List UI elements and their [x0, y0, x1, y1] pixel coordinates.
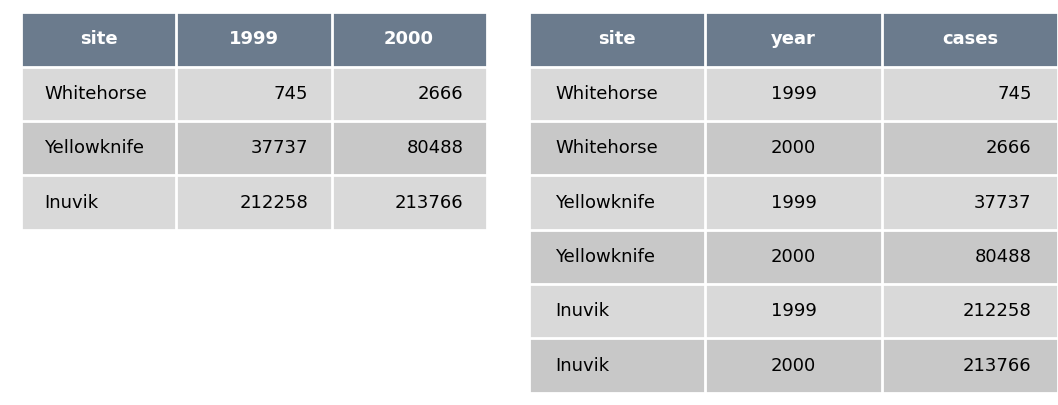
Text: 1999: 1999	[770, 302, 817, 320]
Text: cases: cases	[942, 30, 998, 48]
Bar	[706, 12, 881, 66]
Bar	[529, 339, 706, 393]
Text: Yellowknife: Yellowknife	[555, 194, 656, 211]
Bar	[881, 230, 1058, 284]
Bar	[706, 66, 881, 121]
Text: 37737: 37737	[974, 194, 1032, 211]
Text: 2000: 2000	[771, 248, 816, 266]
Bar	[21, 121, 177, 175]
Bar	[706, 230, 881, 284]
Text: year: year	[771, 30, 816, 48]
Text: Whitehorse: Whitehorse	[44, 85, 147, 103]
Bar	[529, 230, 706, 284]
Bar	[881, 66, 1058, 121]
Text: Inuvik: Inuvik	[44, 194, 98, 211]
Text: 2000: 2000	[384, 30, 434, 48]
Bar	[529, 284, 706, 339]
Text: 213766: 213766	[395, 194, 463, 211]
Bar	[177, 175, 331, 230]
Bar	[706, 339, 881, 393]
Bar	[529, 121, 706, 175]
Text: 1999: 1999	[229, 30, 279, 48]
Bar	[529, 12, 706, 66]
Bar	[331, 121, 487, 175]
Bar	[177, 12, 331, 66]
Bar	[331, 66, 487, 121]
Text: 1999: 1999	[770, 194, 817, 211]
Bar	[529, 66, 706, 121]
Bar	[331, 12, 487, 66]
Text: 2000: 2000	[771, 357, 816, 375]
Bar	[706, 121, 881, 175]
Text: 2000: 2000	[771, 139, 816, 157]
Text: Whitehorse: Whitehorse	[555, 85, 658, 103]
Bar	[177, 121, 331, 175]
Text: Yellowknife: Yellowknife	[44, 139, 145, 157]
Bar	[881, 12, 1058, 66]
Bar	[331, 175, 487, 230]
Text: Yellowknife: Yellowknife	[555, 248, 656, 266]
Text: 213766: 213766	[963, 357, 1032, 375]
Text: 1999: 1999	[770, 85, 817, 103]
Bar	[881, 339, 1058, 393]
Text: 37737: 37737	[251, 139, 308, 157]
Text: 212258: 212258	[963, 302, 1032, 320]
Text: Inuvik: Inuvik	[555, 302, 609, 320]
Text: 745: 745	[997, 85, 1032, 103]
Text: 2666: 2666	[986, 139, 1032, 157]
Text: site: site	[80, 30, 117, 48]
Bar	[21, 12, 177, 66]
Bar	[706, 175, 881, 230]
Text: 80488: 80488	[974, 248, 1032, 266]
Text: 745: 745	[274, 85, 308, 103]
Text: 2666: 2666	[418, 85, 463, 103]
Bar	[21, 66, 177, 121]
Bar	[881, 175, 1058, 230]
Text: 212258: 212258	[239, 194, 308, 211]
Text: 80488: 80488	[406, 139, 463, 157]
Text: Inuvik: Inuvik	[555, 357, 609, 375]
Bar	[177, 66, 331, 121]
Bar	[706, 284, 881, 339]
Bar	[21, 175, 177, 230]
Bar	[881, 121, 1058, 175]
Bar	[529, 175, 706, 230]
Bar	[881, 284, 1058, 339]
Text: Whitehorse: Whitehorse	[555, 139, 658, 157]
Text: site: site	[599, 30, 636, 48]
